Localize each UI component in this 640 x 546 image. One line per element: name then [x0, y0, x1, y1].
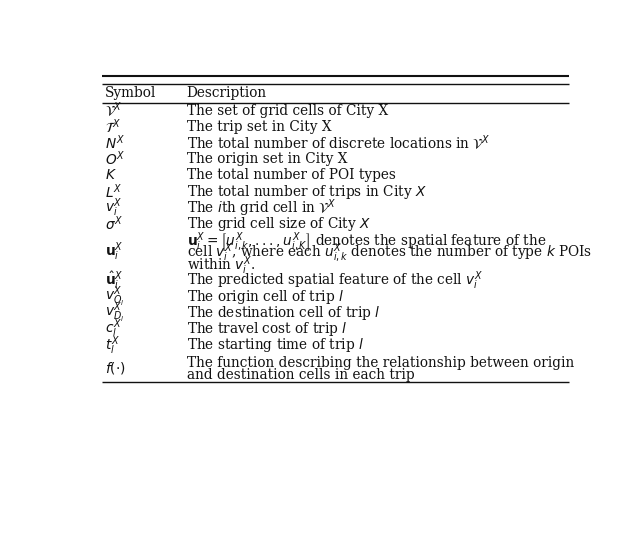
Text: $c_l^X$: $c_l^X$	[105, 318, 122, 340]
Text: $v_{D_l}^X$: $v_{D_l}^X$	[105, 301, 124, 325]
Text: The travel cost of trip $l$: The travel cost of trip $l$	[187, 320, 347, 338]
Text: The grid cell size of City $X$: The grid cell size of City $X$	[187, 215, 371, 233]
Text: $f(\cdot)$: $f(\cdot)$	[105, 360, 125, 376]
Text: $L^X$: $L^X$	[105, 182, 122, 201]
Text: $\hat{\mathbf{u}}_i^X$: $\hat{\mathbf{u}}_i^X$	[105, 270, 124, 292]
Text: The $i$th grid cell in $\mathcal{V}^X$: The $i$th grid cell in $\mathcal{V}^X$	[187, 197, 335, 218]
Text: Symbol: Symbol	[105, 86, 156, 100]
Text: The predicted spatial feature of the cell $v_i^X$: The predicted spatial feature of the cel…	[187, 269, 483, 292]
Text: The destination cell of trip $l$: The destination cell of trip $l$	[187, 304, 380, 322]
Text: $v_i^X$: $v_i^X$	[105, 197, 122, 219]
Text: $\mathcal{V}^X$: $\mathcal{V}^X$	[105, 101, 122, 120]
Text: and destination cells in each trip: and destination cells in each trip	[187, 368, 414, 382]
Text: $\mathbf{u}_i^X = \left[u_{i,k}^X,...,u_{i,K}^X\right]$ denotes the spatial feat: $\mathbf{u}_i^X = \left[u_{i,k}^X,...,u_…	[187, 230, 546, 254]
Text: $K$: $K$	[105, 168, 116, 182]
Text: The total number of trips in City $X$: The total number of trips in City $X$	[187, 182, 426, 200]
Text: cell $v_i^X$, where each $u_{i,k}^X$ denotes the number of type $k$ POIs: cell $v_i^X$, where each $u_{i,k}^X$ den…	[187, 242, 592, 265]
Text: The total number of POI types: The total number of POI types	[187, 168, 396, 182]
Text: $v_{O_l}^X$: $v_{O_l}^X$	[105, 284, 124, 309]
Text: $\mathcal{T}^X$: $\mathcal{T}^X$	[105, 117, 120, 136]
Text: $t_l^X$: $t_l^X$	[105, 334, 120, 357]
Text: The origin cell of trip $l$: The origin cell of trip $l$	[187, 288, 344, 306]
Text: Description: Description	[187, 86, 267, 100]
Text: $N^X$: $N^X$	[105, 134, 125, 152]
Text: The total number of discrete locations in $\mathcal{V}^X$: The total number of discrete locations i…	[187, 133, 490, 153]
Text: $\sigma^X$: $\sigma^X$	[105, 215, 123, 233]
Text: $O^X$: $O^X$	[105, 150, 125, 169]
Text: The function describing the relationship between origin: The function describing the relationship…	[187, 357, 574, 370]
Text: The trip set in City X: The trip set in City X	[187, 120, 332, 134]
Text: The origin set in City X: The origin set in City X	[187, 152, 347, 166]
Text: The set of grid cells of City X: The set of grid cells of City X	[187, 104, 388, 117]
Text: within $v_i^X$.: within $v_i^X$.	[187, 254, 255, 277]
Text: $\mathbf{u}_i^X$: $\mathbf{u}_i^X$	[105, 241, 124, 264]
Text: The starting time of trip $l$: The starting time of trip $l$	[187, 336, 364, 354]
